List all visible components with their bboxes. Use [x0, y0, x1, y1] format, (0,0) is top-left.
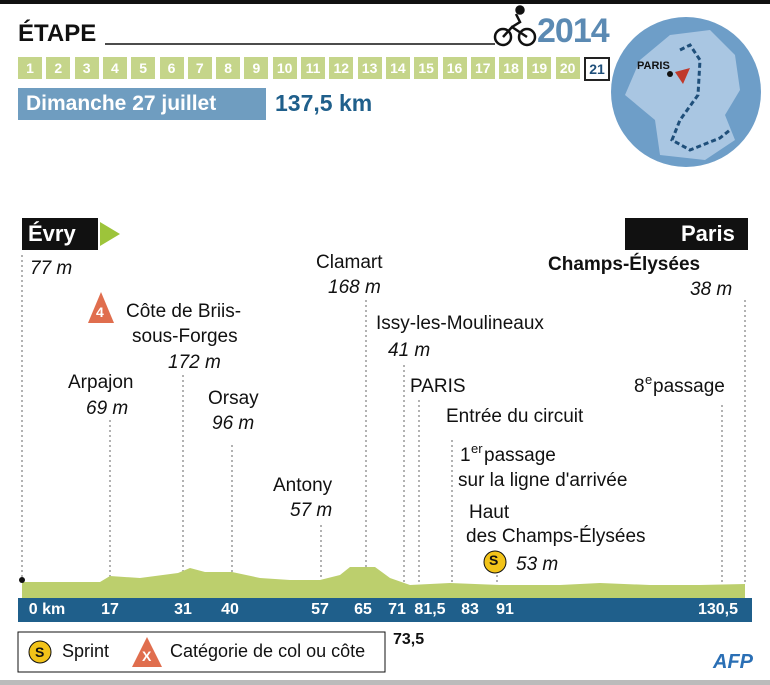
start-altitude: 77 m — [30, 258, 73, 279]
waypoint-name: Côte de Briis- — [126, 301, 242, 322]
km-label: 40 — [221, 601, 239, 618]
waypoint-name: Orsay — [208, 388, 259, 409]
distance: 137,5 km — [275, 90, 373, 116]
start-flag — [100, 222, 120, 246]
elevation-profile — [22, 567, 745, 598]
waypoint-name: Haut — [469, 502, 510, 523]
bottom-rule — [0, 680, 770, 685]
km-label: 71 — [388, 601, 406, 618]
stage-number: 3 — [74, 57, 99, 79]
km-label: 81,5 — [414, 601, 446, 618]
stage-number: 21 — [584, 57, 610, 81]
waypoint-name: sous-Forges — [132, 326, 238, 347]
waypoint-name: passage — [484, 445, 556, 466]
guide-lines — [21, 255, 746, 585]
date: Dimanche 27 juillet — [26, 92, 217, 115]
legend-icon: X — [142, 648, 152, 664]
km-label: 65 — [354, 601, 372, 618]
stage-number: 7 — [187, 57, 212, 79]
sprint-icon — [483, 550, 507, 574]
ordinal-number: 1 — [460, 445, 471, 466]
map-label: PARIS — [637, 60, 670, 72]
stage-number: 6 — [159, 57, 184, 79]
km-label: 130,5 — [697, 601, 739, 618]
stage-number: 15 — [414, 57, 439, 79]
cyclist-icon — [493, 5, 537, 47]
legend-icon: S — [35, 644, 45, 660]
waypoint-name: Clamart — [316, 252, 383, 273]
stage-number: 9 — [244, 57, 269, 79]
waypoint-altitude: 168 m — [328, 277, 381, 298]
waypoint-altitude: 69 m — [86, 398, 129, 419]
date-box — [18, 88, 266, 120]
ordinal-number: 8 — [634, 376, 645, 397]
finish-box — [625, 218, 748, 250]
waypoint-name: PARIS — [410, 376, 466, 397]
stage-number: 13 — [357, 57, 382, 79]
km-label: 83 — [461, 601, 479, 618]
stage-number: 20 — [555, 57, 580, 79]
category: 4 — [96, 304, 104, 320]
title: ÉTAPE — [18, 20, 97, 47]
legend-label: Catégorie de col ou côte — [170, 641, 366, 661]
finish-place: Champs-Élysées — [548, 254, 701, 275]
km-label: 17 — [101, 601, 119, 618]
km-label: 73,5 — [393, 631, 425, 648]
waypoint-altitude: 172 m — [168, 352, 221, 373]
km-label: 57 — [311, 601, 329, 618]
stage-number: 17 — [470, 57, 495, 79]
stage-number: 14 — [385, 57, 410, 79]
km-label: 0 km — [28, 601, 66, 618]
top-rule — [0, 0, 770, 4]
stage-number: 16 — [442, 57, 467, 79]
stage-number: 2 — [46, 57, 71, 79]
stage-number: 11 — [301, 57, 325, 79]
category-icon — [88, 292, 114, 323]
legend-sprint-icon — [28, 640, 52, 664]
legend-box — [17, 631, 386, 673]
start-dot — [19, 577, 25, 583]
stage-number: 12 — [329, 57, 354, 79]
ordinal-suffix: er — [471, 441, 483, 456]
stage-number: 1 — [18, 57, 42, 79]
km-band — [18, 598, 752, 622]
legend-category-icon — [132, 637, 162, 667]
waypoint-name: passage — [653, 376, 725, 397]
start-box — [22, 218, 98, 250]
waypoint-altitude: 96 m — [212, 413, 255, 434]
legend-label: Sprint — [62, 641, 110, 661]
map — [611, 17, 761, 167]
km-label: 31 — [174, 601, 192, 618]
waypoint-altitude: 41 m — [388, 340, 431, 361]
waypoint-altitude: 57 m — [290, 500, 333, 521]
ordinal-suffix: e — [645, 372, 653, 387]
finish-name: Paris — [681, 221, 735, 246]
stage-number: 10 — [272, 57, 297, 79]
km-label: 91 — [496, 601, 514, 618]
stage-number: 5 — [131, 57, 156, 79]
waypoint-name: Arpajon — [68, 372, 134, 393]
finish-altitude: 38 m — [690, 279, 733, 300]
waypoint-name: des Champs-Élysées — [466, 526, 646, 547]
year: 2014 — [537, 12, 610, 50]
credit: AFP — [713, 651, 753, 673]
stage-number: 19 — [527, 57, 552, 79]
stage-number: 8 — [216, 57, 241, 79]
waypoint-name: Entrée du circuit — [446, 406, 584, 427]
start-name: Évry — [28, 221, 76, 246]
waypoint-name: Antony — [273, 475, 333, 496]
waypoint-name: Issy-les-Moulineaux — [376, 313, 544, 334]
waypoint-altitude: 53 m — [516, 554, 559, 575]
stage-number: 18 — [499, 57, 524, 79]
sprint: S — [489, 552, 499, 568]
waypoint-name: sur la ligne d'arrivée — [458, 470, 628, 491]
stage-number: 4 — [102, 57, 127, 79]
